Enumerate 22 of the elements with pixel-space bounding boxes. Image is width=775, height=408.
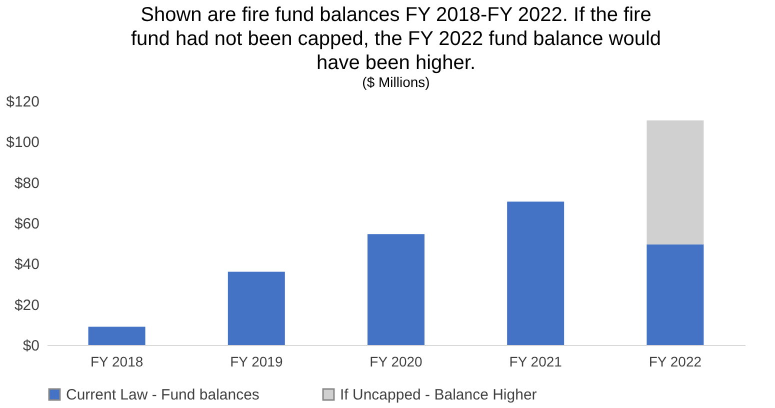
bar	[368, 234, 424, 345]
y-tick-label: $20	[14, 296, 40, 314]
y-tick-label: $100	[6, 134, 40, 152]
bar	[88, 326, 146, 345]
bar	[646, 120, 704, 244]
y-tick-label: $40	[14, 256, 40, 274]
bar	[228, 272, 285, 345]
chart-subtitle: ($ Millions)	[362, 74, 430, 90]
bar	[646, 244, 704, 345]
x-tick-label: FY 2021	[509, 354, 562, 370]
x-tick-label: FY 2018	[90, 354, 144, 370]
bar	[507, 202, 564, 345]
y-tick-label: $0	[22, 338, 40, 354]
x-tick-label: FY 2019	[230, 354, 283, 370]
x-tick-label: FY 2022	[648, 354, 702, 370]
legend-label: Current Law - Fund balances	[66, 386, 260, 404]
legend-label: If Uncapped - Balance Higher	[340, 386, 537, 404]
chart-title: Shown are fire fund balances FY 2018-FY 2022. If the fire fund had not been capped, the FY 2022 fund balance would have been higher.	[130, 4, 662, 74]
y-tick-label: $80	[14, 174, 40, 192]
y-tick-label: $120	[6, 94, 40, 110]
y-tick-label: $60	[14, 216, 40, 232]
x-tick-label: FY 2020	[370, 354, 423, 370]
